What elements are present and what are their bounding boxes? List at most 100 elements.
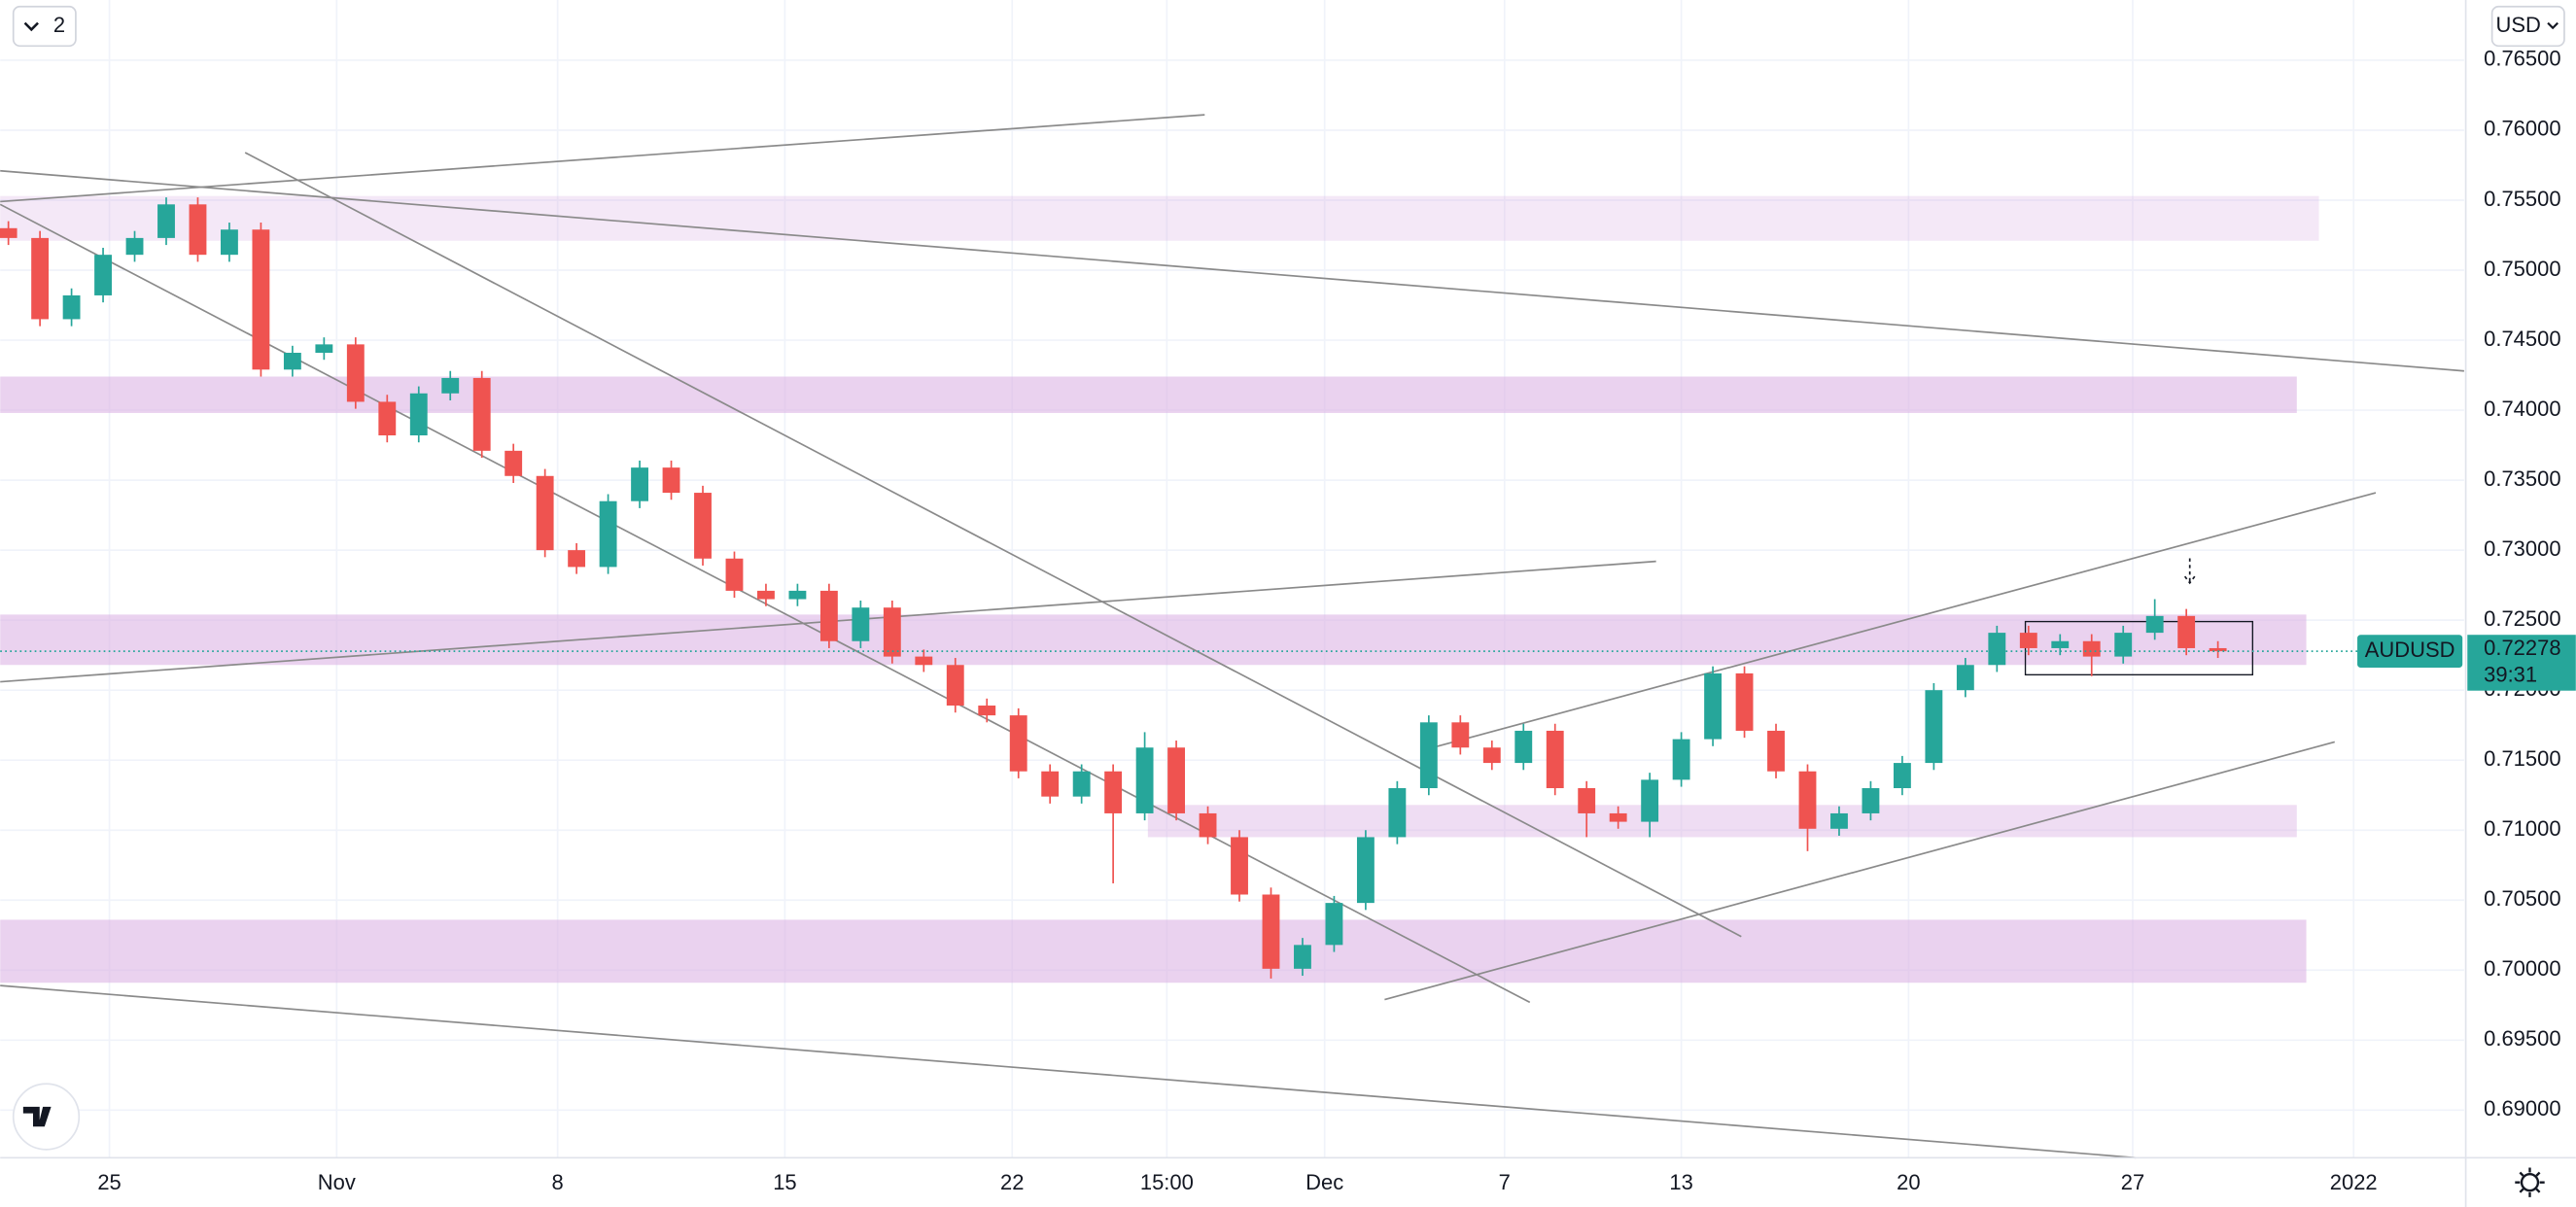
candle-body: [1956, 665, 1974, 691]
settings-icon[interactable]: [2515, 1167, 2545, 1197]
candle-body: [1862, 788, 1880, 813]
y-tick-label: 0.71000: [2484, 816, 2560, 841]
zone: [1147, 805, 2297, 838]
chevron: [23, 21, 39, 32]
candle-body: [505, 450, 523, 476]
logo-mark: [22, 1106, 60, 1127]
candle-body: [472, 377, 491, 451]
candle-body: [946, 665, 964, 707]
symbol-label: AUDUSD: [2365, 638, 2455, 662]
candle-body: [2177, 615, 2196, 648]
candle-body: [441, 377, 460, 394]
logo[interactable]: [12, 1083, 81, 1151]
candle-body: [1356, 837, 1375, 904]
trend-line: [1384, 741, 2335, 1001]
y-tick-label: 0.70000: [2484, 956, 2560, 981]
candle-body: [283, 353, 301, 370]
candle-body: [1419, 722, 1438, 789]
button-frame[interactable]: [2490, 5, 2565, 48]
candle-body: [536, 475, 554, 551]
price-tag: [2467, 635, 2576, 691]
x-tick-label: 7: [1499, 1170, 1511, 1194]
currency-button[interactable]: USD: [2490, 5, 2565, 48]
y-tick-label: 0.73500: [2484, 466, 2560, 491]
candle-body: [221, 229, 238, 256]
button-frame[interactable]: [12, 5, 77, 48]
candle-body: [2209, 647, 2227, 652]
candle-body: [2051, 640, 2070, 648]
candle-body: [1925, 690, 1943, 764]
candle-body: [568, 550, 586, 568]
x-tick-label: Dec: [1305, 1170, 1343, 1194]
candle-body: [1041, 771, 1060, 797]
last-price-label: 0.72278: [2484, 636, 2560, 660]
y-tick-label: 0.69000: [2484, 1096, 2560, 1121]
y-tick-label: 0.70500: [2484, 886, 2560, 911]
candle-body: [157, 204, 175, 238]
candle-body: [1167, 747, 1186, 813]
x-tick-label: 15:00: [1140, 1170, 1194, 1194]
candle-body: [2145, 615, 2164, 634]
candle-body: [125, 237, 144, 256]
x-tick-label: 27: [2121, 1170, 2144, 1194]
zone: [0, 195, 2319, 241]
candle-body: [1641, 779, 1659, 822]
x-tick-label: 13: [1669, 1170, 1692, 1194]
x-tick-label: 15: [773, 1170, 796, 1194]
candle-body: [0, 227, 17, 238]
candle-body: [1262, 894, 1280, 969]
y-tick-label: 0.72500: [2484, 606, 2560, 631]
candle-body: [1546, 730, 1564, 789]
trend-line: [0, 169, 2464, 372]
candle-body: [189, 204, 207, 256]
candle-body: [1578, 788, 1596, 813]
candle-body: [1199, 812, 1217, 838]
candle-body: [978, 706, 996, 716]
candle-body: [346, 344, 365, 402]
x-tick-label: 20: [1897, 1170, 1920, 1194]
candle-body: [378, 401, 397, 436]
candle-body: [694, 493, 712, 559]
candle-body: [1451, 722, 1470, 748]
candle-body: [883, 607, 901, 657]
candle-body: [1609, 812, 1627, 822]
candle-body: [2082, 640, 2101, 657]
y-tick-label: 0.75000: [2484, 257, 2560, 281]
interval-button[interactable]: 2: [12, 5, 77, 48]
candle-body: [2019, 633, 2037, 648]
candle-body: [1294, 945, 1311, 969]
candle-body: [852, 607, 870, 641]
candle-body: [662, 467, 680, 494]
gear[interactable]: [2520, 1173, 2540, 1192]
zone: [0, 376, 2297, 413]
plot-area: [0, 0, 2464, 1159]
candle-body: [1009, 715, 1027, 772]
y-tick-label: 0.76500: [2484, 47, 2560, 71]
candle-body: [1325, 903, 1343, 946]
candle-body: [1514, 730, 1533, 764]
y-tick-label: 0.76000: [2484, 117, 2560, 141]
candle-body: [62, 294, 81, 320]
candle-body: [2114, 633, 2133, 657]
y-tick-label: 0.73000: [2484, 536, 2560, 561]
candle-body: [1072, 771, 1091, 797]
x-tick-label: 22: [1000, 1170, 1024, 1194]
candle-body: [599, 500, 617, 568]
currency-label: USD: [2495, 13, 2540, 37]
x-tick-label: 25: [97, 1170, 121, 1194]
candle-body: [1135, 747, 1154, 813]
zone: [0, 919, 2307, 983]
candle-body: [631, 467, 648, 501]
candle-body: [1104, 771, 1123, 813]
candle-body: [725, 558, 744, 591]
candle-body: [1735, 672, 1754, 731]
zone: [0, 614, 2307, 666]
candle-body: [1231, 837, 1248, 895]
candle-body: [1388, 788, 1407, 838]
marker-arrow: [2183, 558, 2196, 585]
symbol-tag: [2357, 635, 2463, 669]
countdown-label: 39:31: [2484, 662, 2537, 686]
candle-body: [1798, 771, 1817, 829]
